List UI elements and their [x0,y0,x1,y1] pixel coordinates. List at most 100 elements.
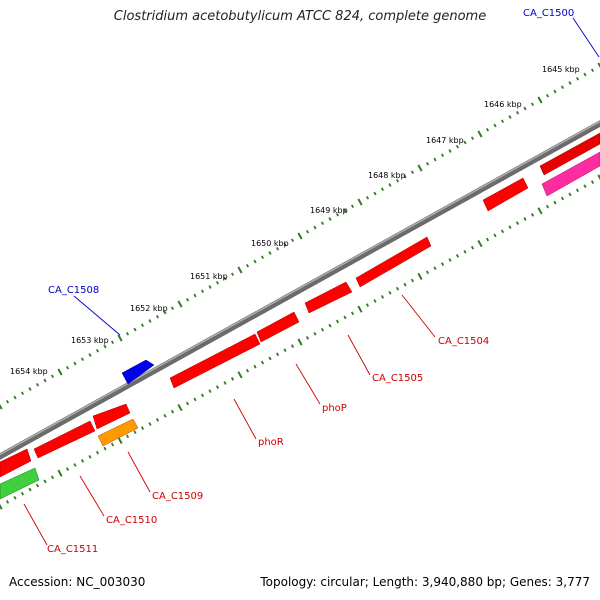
inner-tick-35 [260,360,265,365]
gene-phoP-arrow[interactable] [256,311,300,343]
inner-tick-31 [230,377,235,381]
outer-tick-46 [343,208,347,213]
inner-tick-43 [320,327,325,332]
inner-tick-7 [50,475,55,480]
inner-tick-25 [185,401,190,406]
outer-tick-11 [80,357,85,362]
outer-tick-0 [0,403,3,410]
inner-tick-61 [455,254,460,258]
outer-tick-73 [545,93,550,98]
gene-CA_C1505-arrow[interactable] [304,281,353,314]
inner-tick-48 [357,305,363,313]
gene-CA_C1509-arrow[interactable] [92,403,131,430]
inner-tick-73 [545,204,550,209]
outer-tick-35 [260,255,265,260]
gene-label-CA_C1505[interactable]: CA_C1505 [372,373,423,384]
inner-tick-10 [73,463,77,467]
gene-orange-arrow[interactable] [97,418,139,447]
gene-green-arrow[interactable] [0,467,40,500]
gene-CA_C1504-arrow[interactable] [355,236,432,288]
gene-label-CA_C1509[interactable]: CA_C1509 [152,491,203,502]
gene-phoR-arrow[interactable] [169,333,261,389]
gene-label-CA_C1510[interactable]: CA_C1510 [106,515,157,526]
outer-tick-26 [193,293,197,298]
gene-label-CA_C1500[interactable]: CA_C1500 [523,8,574,19]
gene-label-CA_C1504[interactable]: CA_C1504 [438,336,489,347]
outer-tick-9 [65,365,70,370]
inner-tick-47 [350,311,355,316]
gene-CA_C1500-arrow[interactable] [539,132,600,176]
outer-tick-79 [590,68,595,73]
gene-magenta-arrow[interactable] [541,151,600,197]
inner-tick-42 [313,331,317,336]
inner-tick-57 [425,270,430,275]
outer-tick-42 [313,225,317,230]
gene-CA_C1508-arrow[interactable] [121,359,155,385]
outer-tick-59 [440,153,445,158]
inner-tick-19 [140,426,145,430]
inner-tick-39 [290,344,295,348]
outer-tick-5 [35,382,40,387]
outer-tick-14 [103,344,107,349]
tick-labels: 1645 kbp 1646 kbp 1647 kbp 1648 kbp 1649… [10,65,580,376]
gene-CA_C1504b-arrow[interactable] [482,177,529,212]
gene-CA_C1511-arrow[interactable] [0,448,32,478]
inner-tick-34 [253,364,257,369]
scale-ticks-outer [0,62,600,410]
inner-tick-24 [177,404,183,412]
inner-tick-4 [28,487,32,492]
inner-tick-79 [590,180,595,184]
outer-tick-27 [200,289,205,294]
gene-CA_C1510-arrow[interactable] [33,420,96,459]
inner-tick-58 [433,266,437,271]
gene-label-CA_C1511[interactable]: CA_C1511 [47,544,98,555]
outer-tick-39 [290,238,295,243]
outer-tick-37 [275,246,280,251]
inner-tick-29 [215,385,220,389]
inner-tick-17 [125,434,130,439]
outer-tick-63 [470,136,475,141]
inner-tick-46 [343,315,347,320]
inner-tick-68 [508,225,512,230]
inner-tick-0 [0,503,3,510]
inner-tick-30 [223,381,227,385]
forward-genes [121,132,600,385]
outer-tick-20 [148,319,152,323]
gene-label-phoR[interactable]: phoR [258,437,284,448]
outer-tick-22 [163,310,167,315]
inner-tick-55 [410,278,415,283]
outer-tick-21 [155,314,160,319]
inner-tick-53 [395,286,400,291]
inner-tick-26 [193,397,197,402]
outer-tick-48 [357,198,363,206]
outer-tick-64 [477,130,483,138]
inner-tick-41 [305,336,310,340]
outer-tick-28 [208,285,212,289]
reverse-genes [0,151,600,500]
outer-tick-74 [553,89,557,94]
outer-tick-55 [410,170,415,175]
inner-tick-14 [103,446,107,451]
inner-tick-45 [335,319,340,324]
outer-tick-15 [110,340,115,345]
outer-tick-44 [328,217,332,221]
inner-tick-51 [380,295,385,299]
gene-labels: CA_C1500 CA_C1508 CA_C1504 CA_C1505 phoP… [47,8,574,555]
outer-tick-52 [388,183,392,187]
outer-tick-56 [417,164,423,172]
inner-tick-28 [208,389,212,394]
inner-tick-52 [388,290,392,295]
outer-tick-61 [455,144,460,149]
outer-tick-13 [95,348,100,353]
outer-tick-67 [500,119,505,124]
outer-tick-38 [283,242,287,247]
outer-tick-50 [373,191,377,196]
inner-tick-13 [95,450,100,455]
gene-label-CA_C1508[interactable]: CA_C1508 [48,285,99,296]
outer-tick-80 [597,62,600,69]
outer-tick-32 [237,266,243,274]
outer-tick-6 [43,378,47,383]
outer-tick-2 [13,395,17,400]
gene-label-phoP[interactable]: phoP [322,403,347,414]
inner-tick-33 [245,368,250,373]
